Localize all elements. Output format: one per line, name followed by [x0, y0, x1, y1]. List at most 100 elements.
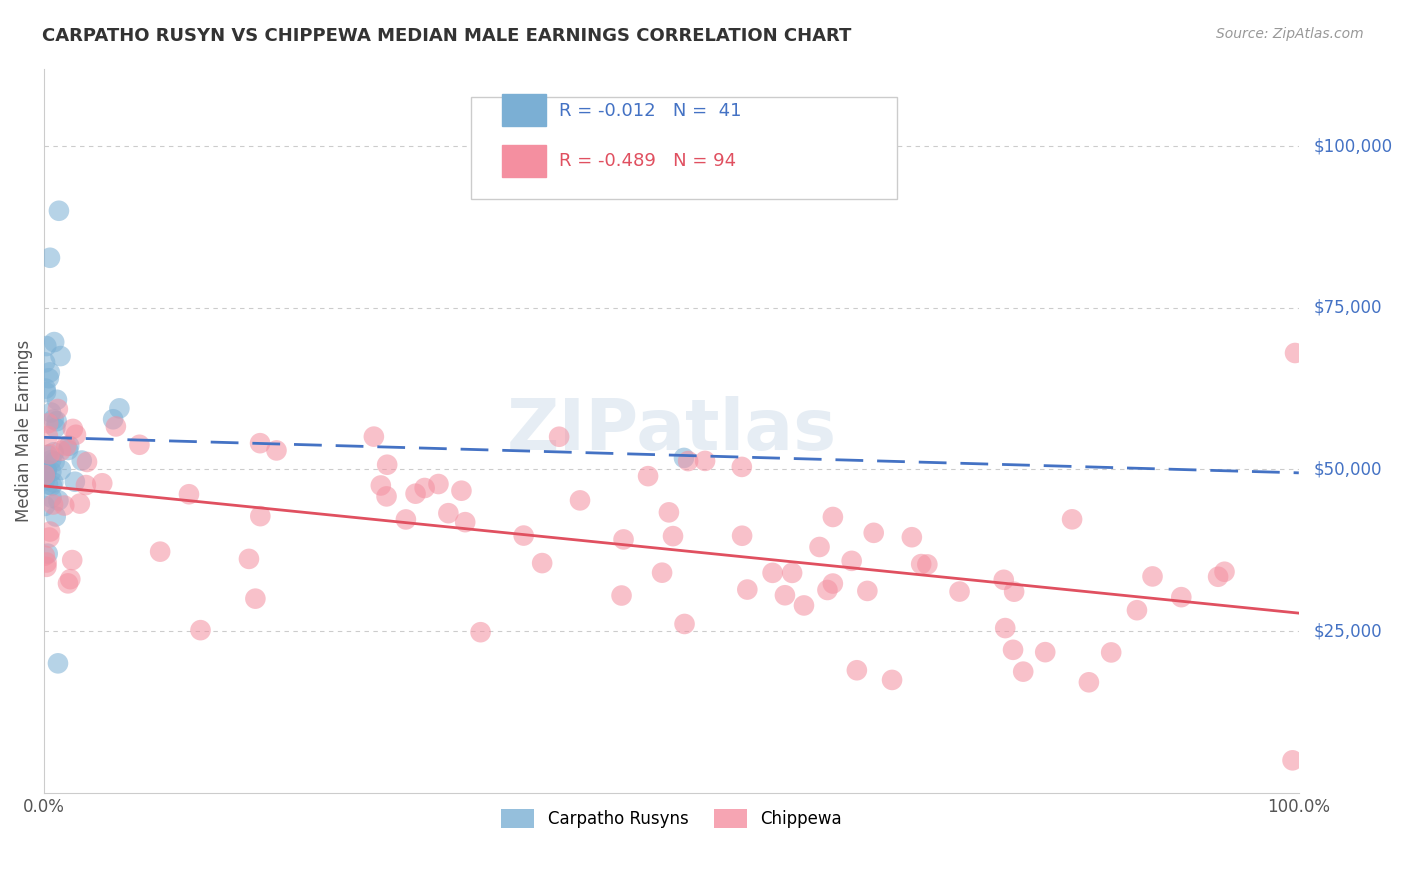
Point	[370, 478, 392, 492]
Point	[38, 447, 60, 461]
Point	[38, 365, 60, 379]
FancyBboxPatch shape	[471, 97, 897, 199]
Point	[808, 540, 831, 554]
Point	[454, 515, 477, 529]
Point	[38, 531, 60, 545]
Point	[658, 505, 681, 519]
Point	[637, 469, 659, 483]
Text: Source: ZipAtlas.com: Source: ZipAtlas.com	[1216, 27, 1364, 41]
Point	[1213, 565, 1236, 579]
Point	[41, 491, 63, 505]
Point	[49, 443, 72, 458]
Text: R = -0.012   N =  41: R = -0.012 N = 41	[558, 102, 741, 120]
Point	[45, 414, 67, 428]
Point	[46, 402, 69, 417]
Point	[37, 477, 59, 491]
Point	[35, 385, 58, 400]
Point	[363, 429, 385, 443]
Point	[49, 463, 72, 477]
Point	[1126, 603, 1149, 617]
Point	[266, 443, 288, 458]
Point	[104, 419, 127, 434]
Point	[48, 493, 70, 508]
Point	[612, 533, 634, 547]
Point	[34, 382, 56, 396]
Point	[817, 582, 839, 597]
Point	[773, 588, 796, 602]
Point	[37, 547, 59, 561]
Point	[693, 454, 716, 468]
Point	[548, 430, 571, 444]
Point	[1012, 665, 1035, 679]
Point	[37, 417, 59, 431]
Point	[737, 582, 759, 597]
Point	[39, 524, 62, 539]
Point	[75, 478, 97, 492]
Point	[821, 576, 844, 591]
Text: $100,000: $100,000	[1313, 137, 1393, 155]
Point	[149, 544, 172, 558]
Point	[48, 203, 70, 218]
Point	[42, 475, 65, 490]
Point	[651, 566, 673, 580]
Point	[65, 427, 87, 442]
Point	[512, 528, 534, 542]
Point	[993, 573, 1015, 587]
Text: R = -0.489   N = 94: R = -0.489 N = 94	[558, 153, 735, 170]
Point	[35, 463, 58, 477]
Point	[49, 349, 72, 363]
Point	[91, 476, 114, 491]
Point	[375, 489, 398, 503]
Text: ZIPatlas: ZIPatlas	[506, 396, 837, 465]
Point	[841, 554, 863, 568]
Point	[1284, 346, 1306, 360]
Point	[395, 512, 418, 526]
Point	[42, 445, 65, 459]
Point	[56, 576, 79, 591]
Point	[34, 549, 56, 563]
Point	[42, 498, 65, 512]
Point	[35, 465, 58, 479]
Point	[672, 450, 695, 465]
Point	[59, 572, 82, 586]
Point	[1002, 584, 1025, 599]
Point	[37, 429, 59, 443]
Point	[862, 525, 884, 540]
Point	[34, 464, 56, 478]
Point	[531, 556, 554, 570]
Legend: Carpatho Rusyns, Chippewa: Carpatho Rusyns, Chippewa	[495, 803, 848, 835]
Point	[41, 465, 63, 479]
Point	[190, 623, 212, 637]
Point	[901, 530, 924, 544]
Point	[821, 510, 844, 524]
Point	[731, 529, 754, 543]
Point	[470, 625, 492, 640]
Point	[76, 455, 98, 469]
Point	[1099, 645, 1122, 659]
Point	[56, 442, 79, 457]
Point	[63, 475, 86, 489]
Point	[427, 477, 450, 491]
Point	[34, 467, 56, 482]
Bar	[502, 94, 546, 127]
Point	[793, 599, 815, 613]
Point	[780, 566, 803, 580]
Point	[375, 458, 398, 472]
Point	[128, 438, 150, 452]
Point	[249, 509, 271, 524]
Text: $50,000: $50,000	[1313, 460, 1382, 478]
Point	[917, 558, 939, 572]
Point	[34, 355, 56, 369]
Point	[676, 454, 699, 468]
Bar	[502, 145, 546, 178]
Point	[35, 339, 58, 353]
Point	[42, 412, 65, 426]
Point	[1206, 570, 1229, 584]
Point	[569, 493, 592, 508]
Point	[46, 392, 69, 407]
Point	[38, 371, 60, 385]
Point	[405, 486, 427, 500]
Text: $25,000: $25,000	[1313, 622, 1382, 640]
Point	[39, 453, 62, 467]
Point	[994, 621, 1017, 635]
